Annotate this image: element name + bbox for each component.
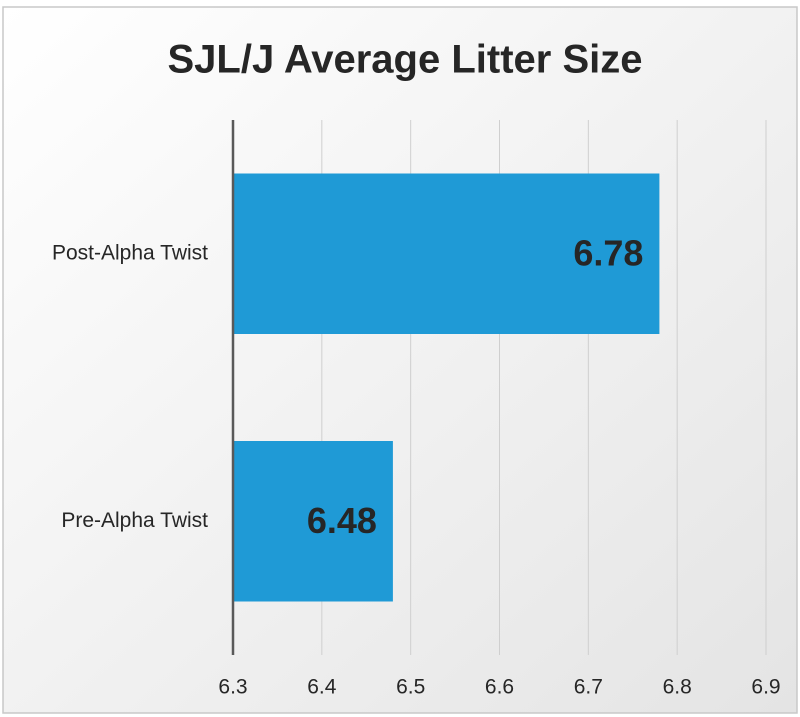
x-tick-label: 6.6 [485,676,514,699]
bar [233,173,660,334]
x-tick-label: 6.9 [751,676,780,699]
chart-background [2,6,798,714]
x-tick-label: 6.3 [218,676,247,699]
y-tick-label: Pre-Alpha Twist [61,509,208,532]
data-label: 6.78 [573,232,643,273]
bar [233,441,393,602]
x-tick-label: 6.7 [574,676,603,699]
x-tick-label: 6.4 [307,676,337,699]
x-tick-label: 6.8 [663,676,692,699]
chart-title: SJL/J Average Litter Size [168,38,643,82]
y-tick-label: Post-Alpha Twist [52,241,208,264]
x-tick-label: 6.5 [396,676,425,699]
data-label: 6.48 [307,500,377,541]
